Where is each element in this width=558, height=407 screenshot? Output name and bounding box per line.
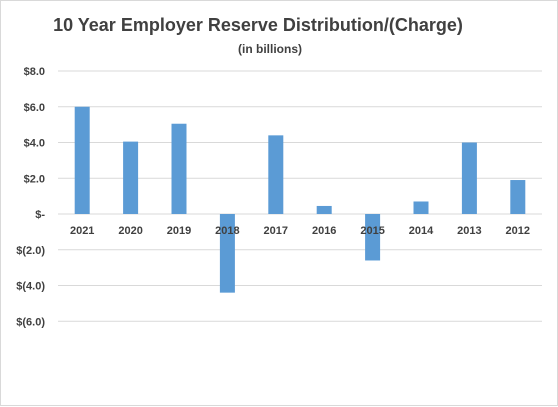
y-tick-label: $(4.0) (16, 281, 45, 293)
x-tick-label: 2014 (409, 225, 434, 237)
x-tick-label: 2013 (457, 225, 481, 237)
x-tick-label: 2019 (167, 225, 191, 237)
bar-2012 (510, 180, 526, 214)
x-tick-label: 2015 (360, 225, 384, 237)
chart-title: 10 Year Employer Reserve Distribution/(C… (53, 15, 463, 35)
chart-subtitle: (in billions) (238, 42, 302, 56)
bar-2015 (365, 214, 381, 261)
y-tick-label: $2.0 (24, 173, 45, 185)
bar-2018 (219, 214, 235, 293)
x-tick-label: 2018 (215, 225, 239, 237)
y-tick-label: $(2.0) (16, 245, 45, 257)
y-tick-label: $4.0 (24, 138, 45, 150)
x-tick-label: 2016 (312, 225, 336, 237)
y-tick-label: $- (35, 209, 45, 221)
bar-2013 (461, 142, 477, 214)
y-tick-label: $8.0 (24, 66, 45, 78)
y-tick-label: $(6.0) (16, 316, 45, 328)
x-tick-label: 2021 (70, 225, 94, 237)
bar-2020 (123, 141, 139, 214)
bar-2021 (74, 106, 90, 214)
bar-2019 (171, 123, 187, 214)
y-tick-label: $6.0 (24, 102, 45, 114)
x-tick-label: 2020 (118, 225, 142, 237)
bar-2016 (316, 205, 332, 214)
bar-2014 (413, 201, 429, 214)
bar-2017 (268, 135, 284, 214)
x-tick-label: 2017 (264, 225, 288, 237)
x-tick-label: 2012 (506, 225, 530, 237)
